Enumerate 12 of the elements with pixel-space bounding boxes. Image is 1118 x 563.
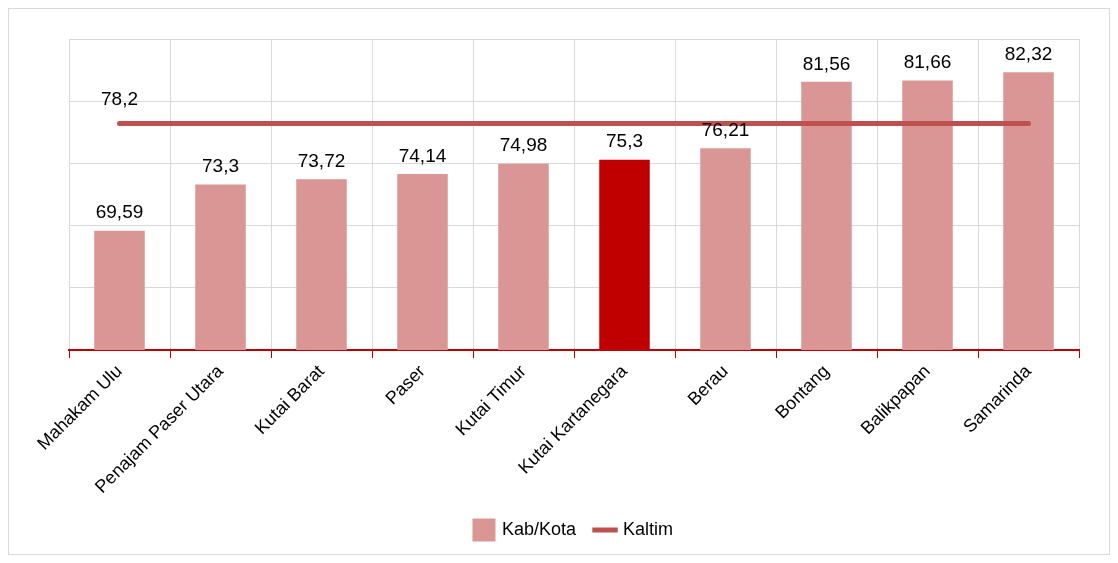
data-label: 74,98 [499, 134, 548, 156]
legend-label: Kab/Kota [501, 518, 578, 539]
data-label: 81,66 [903, 51, 952, 73]
data-label: 81,56 [802, 52, 851, 74]
data-label: 75,3 [606, 130, 643, 152]
data-label: 78,2 [101, 88, 138, 110]
data-label: 69,59 [95, 201, 144, 223]
data-label: 73,3 [202, 155, 239, 177]
data-label: 73,72 [297, 150, 346, 172]
legend-label: Kaltim [623, 518, 674, 539]
data-label: 82,32 [1004, 43, 1053, 65]
data-label: 74,14 [398, 144, 447, 166]
